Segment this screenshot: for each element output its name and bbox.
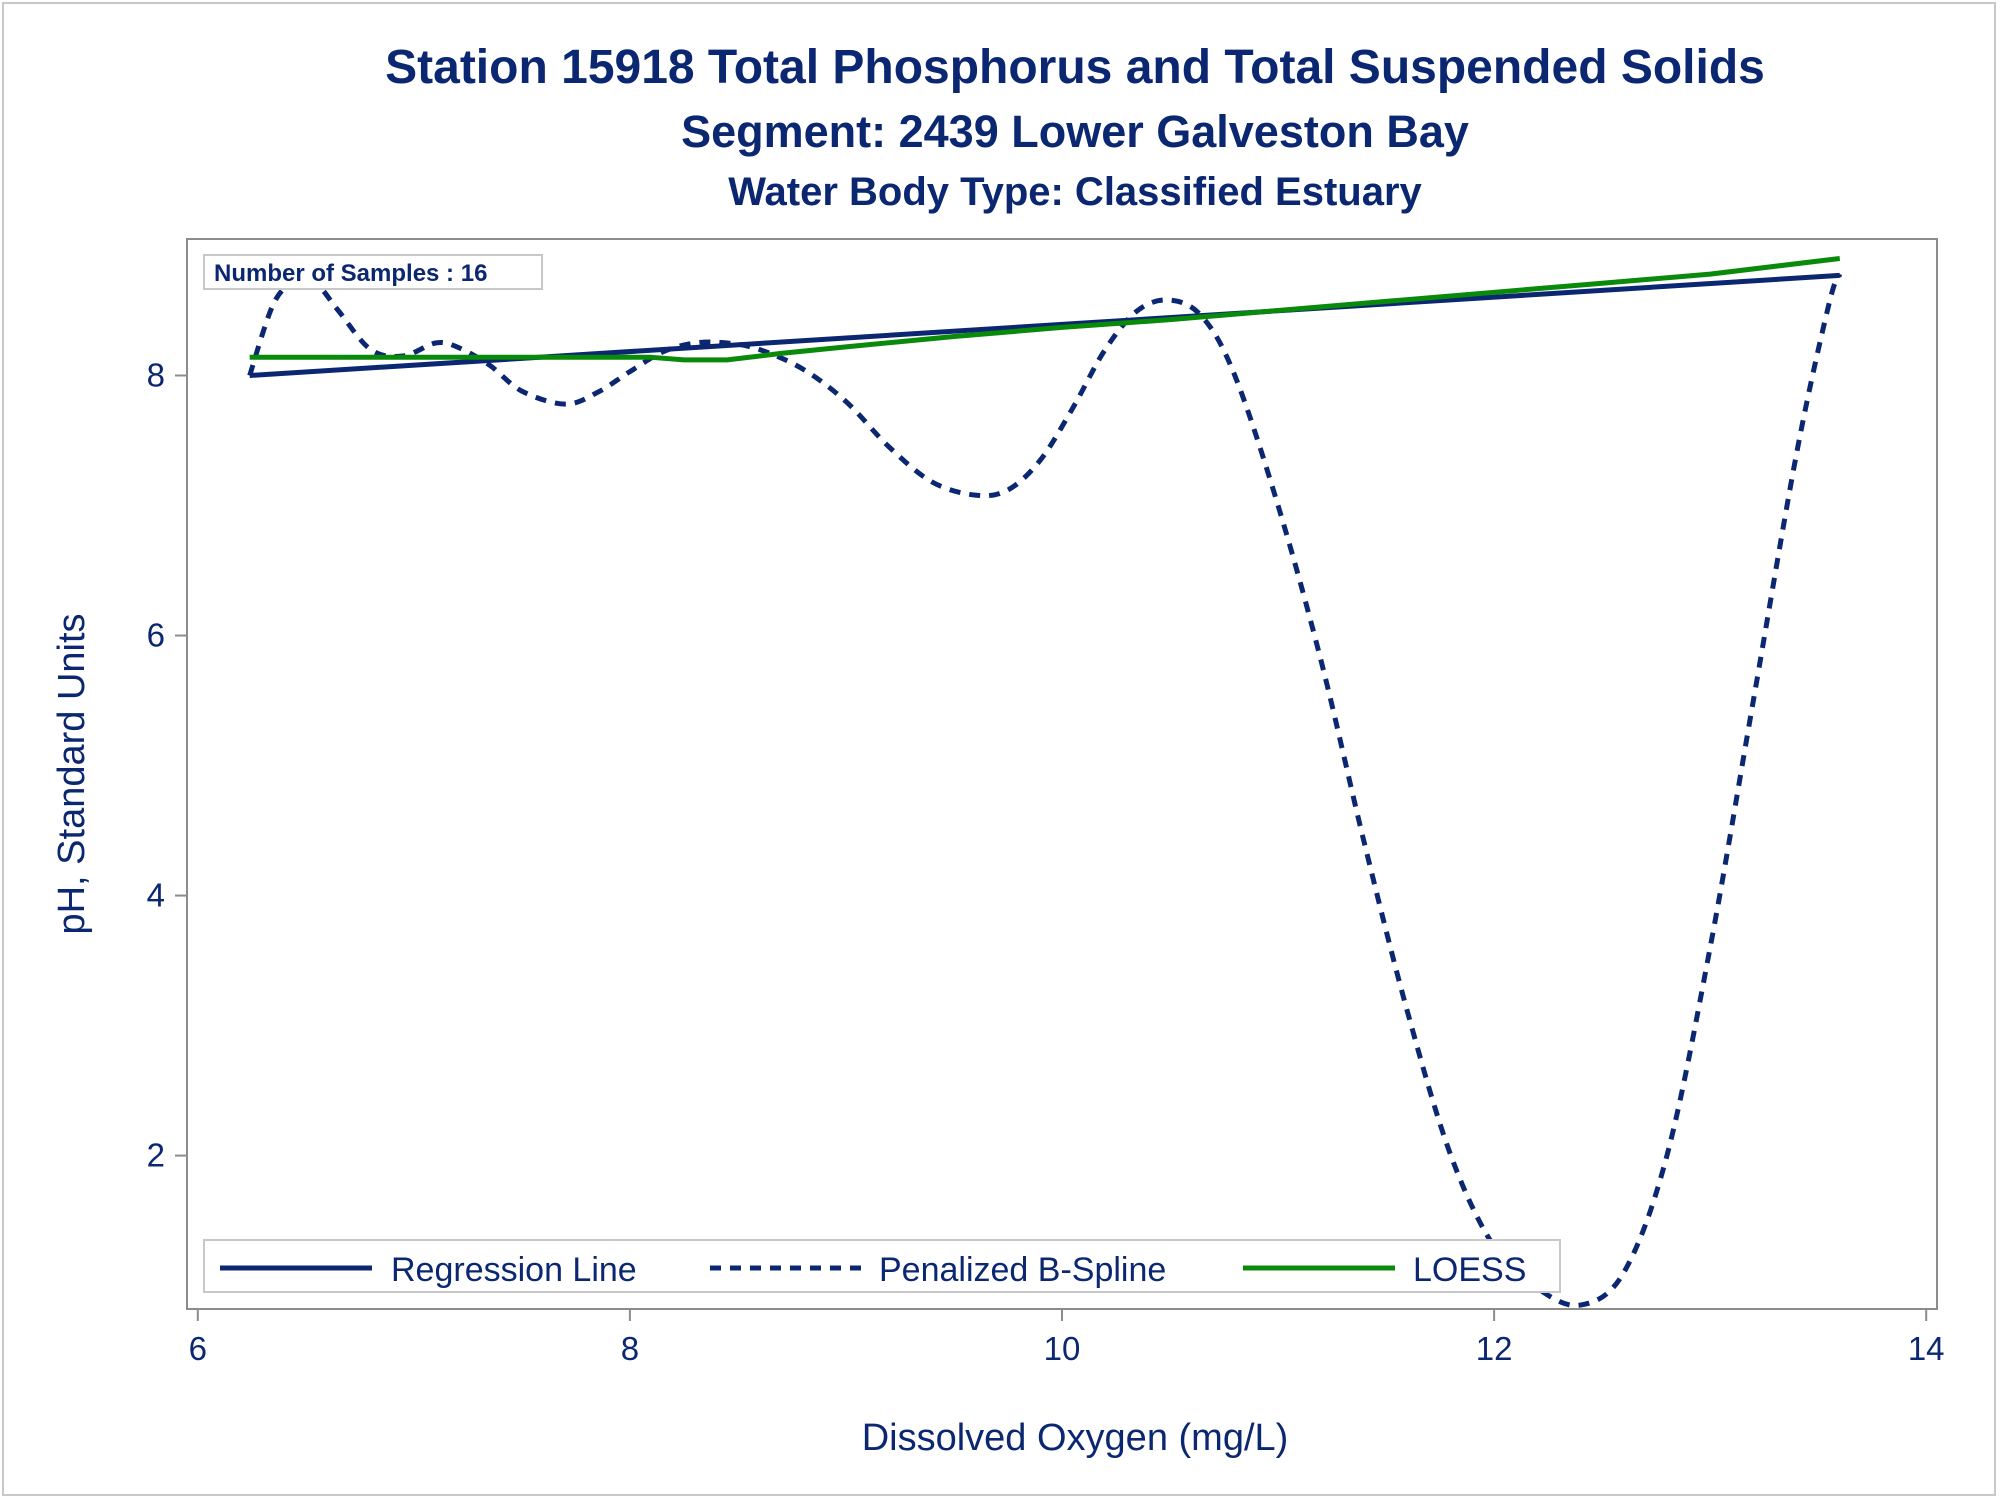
x-axis-label: Dissolved Oxygen (mg/L): [862, 1417, 1289, 1459]
x-tick-label: 8: [621, 1330, 639, 1367]
series-loess: [249, 256, 1841, 363]
y-tick-label: 8: [147, 357, 165, 394]
y-axis-label: pH, Standard Units: [51, 613, 93, 934]
sample-count-inset: Number of Samples : 16: [203, 254, 543, 290]
y-axis: 2 4 6 8: [147, 357, 187, 1174]
legend: Regression Line Penalized B-Spline LOESS: [203, 1239, 1561, 1293]
y-tick-label: 2: [147, 1137, 165, 1174]
legend-label-regression: Regression Line: [391, 1251, 637, 1289]
chart-title: Station 15918 Total Phosphorus and Total…: [385, 41, 1765, 94]
inset-box: [203, 254, 543, 290]
series-penalized-b-spline: [247, 273, 1843, 1309]
x-tick-label: 14: [1908, 1330, 1945, 1367]
y-tick-label: 6: [147, 617, 165, 654]
x-tick-label: 6: [189, 1330, 207, 1367]
chart-subtitle-water-body: Water Body Type: Classified Estuary: [728, 170, 1422, 214]
y-tick-label: 4: [147, 877, 165, 914]
legend-label-spline: Penalized B-Spline: [879, 1251, 1166, 1289]
x-tick-label: 12: [1476, 1330, 1513, 1367]
sample-count-label: Number of Samples : 16: [214, 260, 487, 287]
series-layer: [247, 256, 1843, 1309]
x-tick-label: 10: [1044, 1330, 1081, 1367]
legend-label-loess: LOESS: [1413, 1251, 1526, 1289]
x-axis: 6 8 10 12 14: [189, 1309, 1945, 1367]
chart-subtitle-segment: Segment: 2439 Lower Galveston Bay: [681, 106, 1469, 157]
plot-area: [186, 238, 1938, 1310]
